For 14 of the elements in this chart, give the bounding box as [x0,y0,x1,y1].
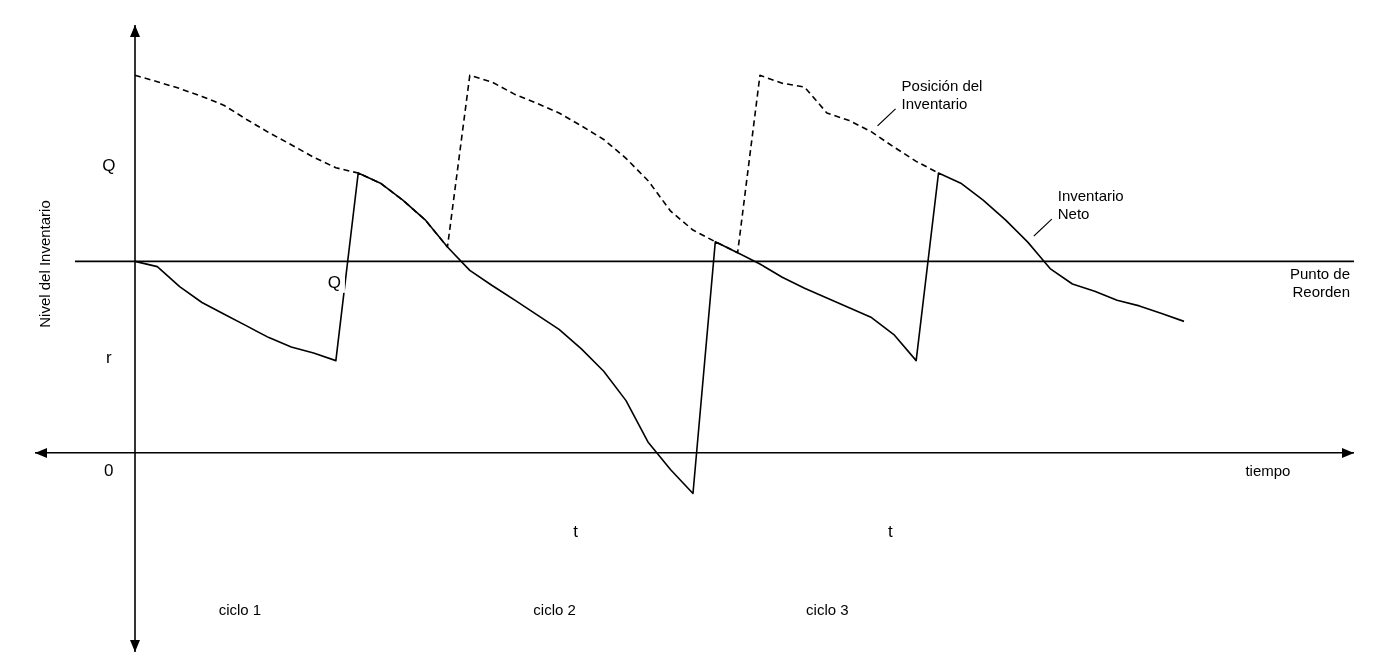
text: ciclo 2 [533,601,576,619]
text: Inventario Neto [1057,187,1124,223]
text: Nivel del Inventario [35,200,53,328]
text: Posición del Inventario [901,77,983,113]
ref-line-label: Punto de Reorden [1289,265,1350,300]
text: r [105,348,112,368]
annotation: Q [327,272,341,292]
text: Q [102,155,116,175]
text: 0 [104,461,114,481]
text: ciclo 3 [806,601,849,619]
text: t [887,521,893,541]
text: t [573,521,579,541]
text: tiempo [1245,461,1291,479]
text: ciclo 1 [218,601,262,619]
